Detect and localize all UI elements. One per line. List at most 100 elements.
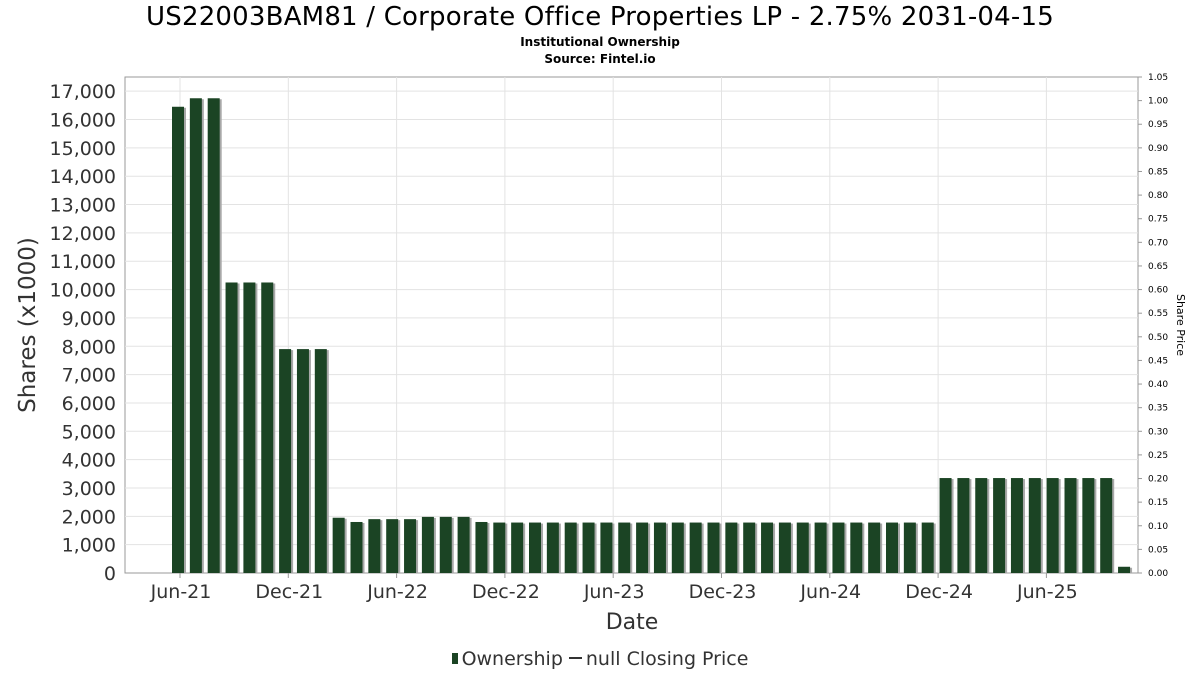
y-axis-right-ticks: 0.00 0.05 0.10 0.15 0.20 0.25 0.30 0.35 0.40 0.45… (1138, 73, 1168, 579)
ownership-bar (1082, 478, 1095, 573)
chart-subtitle-source: Source: Fintel.io (544, 52, 656, 66)
ownership-bar (814, 522, 827, 573)
ownership-bar (600, 522, 613, 573)
y-tick-label: 8,000 (62, 336, 116, 358)
y2-tick-label: 0.25 (1148, 451, 1168, 461)
y-tick-label: 3,000 (62, 478, 116, 500)
x-tick-label: Jun-21 (150, 581, 212, 603)
ownership-bar (189, 98, 202, 573)
y-tick-label: 6,000 (62, 393, 116, 415)
ownership-bar (564, 522, 577, 573)
ownership-bar (1118, 566, 1131, 573)
ownership-bar (546, 522, 559, 573)
ownership-bar (618, 522, 631, 573)
y-tick-label: 1,000 (62, 535, 116, 557)
x-tick-label: Jun-25 (1016, 581, 1078, 603)
ownership-bar (743, 522, 756, 573)
y2-tick-label: 0.95 (1148, 120, 1168, 130)
ownership-bar (1064, 478, 1077, 573)
ownership-bar (493, 522, 506, 573)
ownership-bar (332, 517, 345, 573)
ownership-bar (243, 282, 256, 573)
y2-axis-title: Share Price (1174, 294, 1187, 356)
ownership-bar (172, 106, 184, 573)
ownership-bar (993, 478, 1006, 573)
ownership-bar (778, 522, 791, 573)
x-tick-label: Dec-24 (905, 581, 973, 603)
y2-tick-label: 0.35 (1148, 404, 1168, 414)
ownership-bar (636, 522, 649, 573)
ownership-bar (386, 519, 399, 573)
ownership-bar (421, 516, 434, 573)
y2-tick-label: 0.15 (1148, 498, 1168, 508)
y-tick-label: 4,000 (62, 450, 116, 472)
ownership-bar (653, 522, 666, 573)
ownership-bar (475, 521, 488, 573)
y-tick-label: 17,000 (50, 81, 116, 103)
y-tick-label: 13,000 (50, 195, 116, 217)
y2-tick-label: 0.40 (1148, 380, 1168, 390)
ownership-bars (172, 98, 1133, 573)
y2-tick-label: 0.65 (1148, 262, 1168, 272)
y2-tick-label: 0.05 (1148, 545, 1168, 555)
y-tick-label: 5,000 (62, 421, 116, 443)
ownership-bar (279, 349, 292, 573)
x-tick-label: Jun-22 (366, 581, 428, 603)
ownership-bar (707, 522, 720, 573)
ownership-bar (1100, 478, 1113, 573)
ownership-bar (511, 522, 524, 573)
ownership-bar (832, 522, 845, 573)
y2-tick-label: 0.10 (1148, 522, 1168, 532)
x-tick-label: Dec-23 (689, 581, 757, 603)
y2-tick-label: 1.05 (1148, 73, 1168, 83)
ownership-bar (457, 516, 470, 573)
ownership-bar (957, 478, 970, 573)
y-axis-left-ticks: 0 1,000 2,000 3,000 4,000 5,000 6,000 7,000 8,00… (50, 81, 116, 585)
ownership-bar (886, 522, 898, 573)
y-tick-label: 15,000 (50, 138, 116, 160)
legend: Ownership null Closing Price (0, 648, 1200, 670)
ownership-bar (1046, 478, 1059, 573)
ownership-bar (529, 522, 541, 573)
legend-closing-price-label: null Closing Price (585, 648, 749, 670)
y-tick-label: 14,000 (50, 166, 116, 188)
y2-tick-label: 0.00 (1148, 569, 1168, 579)
ownership-bar (1028, 478, 1041, 573)
x-axis-title: Date (606, 610, 659, 635)
x-tick-label: Dec-22 (472, 581, 540, 603)
y-tick-label: 12,000 (50, 223, 116, 245)
ownership-bar (868, 522, 881, 573)
ownership-bar (939, 478, 952, 573)
legend-closing-price-line (568, 657, 582, 659)
ownership-bar (207, 98, 220, 573)
chart-subtitle-ownership: Institutional Ownership (520, 35, 680, 49)
y-tick-label: 16,000 (50, 110, 116, 132)
ownership-bar (261, 282, 274, 573)
ownership-bar (314, 349, 327, 573)
legend-ownership-swatch (451, 653, 458, 664)
ownership-bar (761, 522, 774, 573)
ownership-bar (796, 522, 809, 573)
y2-tick-label: 0.20 (1148, 475, 1168, 485)
x-tick-label: Jun-24 (799, 581, 861, 603)
y-tick-label: 10,000 (50, 280, 116, 302)
ownership-bar (296, 349, 309, 573)
ownership-bar (975, 478, 988, 573)
ownership-bar (689, 522, 702, 573)
x-axis-ticks: Jun-21 Dec-21 Jun-22 Dec-22 Jun-23 Dec-23 Jun-… (150, 573, 1078, 603)
ownership-bar (225, 282, 238, 573)
y2-tick-label: 0.75 (1148, 215, 1168, 225)
x-tick-label: Jun-23 (583, 581, 645, 603)
y2-tick-label: 0.80 (1148, 191, 1168, 201)
x-tick-label: Dec-21 (255, 581, 323, 603)
y-tick-label: 7,000 (62, 365, 116, 387)
y2-tick-label: 0.90 (1148, 144, 1168, 154)
ownership-bar (439, 516, 452, 573)
y2-tick-label: 0.60 (1148, 286, 1168, 296)
y2-tick-label: 0.50 (1148, 333, 1168, 343)
y2-tick-label: 1.00 (1148, 97, 1168, 107)
y-tick-label: 11,000 (50, 251, 116, 273)
ownership-bar (1010, 478, 1023, 573)
ownership-bar (850, 522, 863, 573)
